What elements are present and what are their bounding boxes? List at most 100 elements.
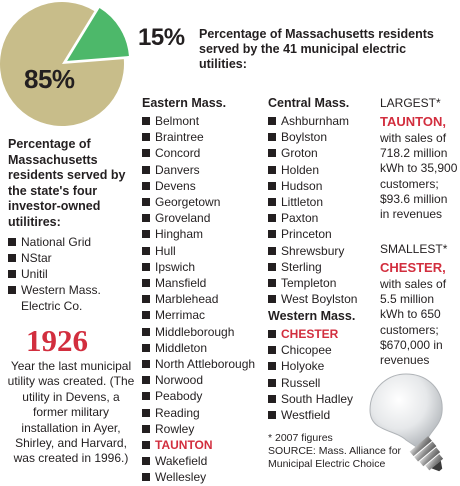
utility-name: Western Mass. Electric Co. (21, 283, 101, 313)
town-name: Georgetown (155, 195, 221, 210)
town-name: Groton (281, 146, 318, 161)
list-item: Middleton (142, 340, 255, 356)
list-item: Hull (142, 243, 255, 259)
central-heading: Central Mass. (268, 96, 350, 110)
town-name: Ipswich (155, 259, 196, 274)
list-item: Concord (142, 145, 255, 161)
town-name: Norwood (155, 373, 204, 388)
bullet-square-icon (142, 441, 150, 450)
list-item: North Attleborough (142, 356, 255, 372)
utility-name: NStar (21, 251, 52, 265)
town-name: Paxton (281, 211, 319, 226)
largest-city: TAUNTON, (380, 114, 446, 129)
town-name: Boylston (281, 130, 328, 145)
bullet-square-icon (142, 457, 150, 466)
town-name: Mansfield (155, 276, 207, 291)
bullet-square-icon (268, 330, 276, 338)
bullet-square-icon (268, 411, 276, 420)
town-name: Hudson (281, 178, 323, 193)
bullet-square-icon (268, 279, 276, 288)
bullet-square-icon (142, 149, 150, 158)
town-name: Belmont (155, 114, 200, 128)
bullet-square-icon (8, 286, 16, 294)
bullet-square-icon (142, 133, 150, 142)
list-item: National Grid (8, 234, 134, 250)
list-item: Holyoke (268, 358, 353, 374)
list-item: Western Mass. Electric Co. (8, 282, 134, 314)
town-name: Holyoke (281, 359, 325, 374)
town-name: North Attleborough (155, 357, 256, 372)
bullet-square-icon (268, 378, 276, 387)
list-item: Devens (142, 178, 255, 194)
footnote: * 2007 figures SOURCE: Mass. Alliance fo… (268, 432, 418, 471)
bullet-square-icon (142, 230, 150, 239)
bullet-square-icon (142, 327, 150, 336)
list-item: Unitil (8, 266, 134, 282)
bullet-square-icon (142, 473, 150, 482)
bullet-square-icon (8, 254, 16, 262)
pie-slice-municipal (67, 8, 129, 61)
list-item: Groveland (142, 210, 255, 226)
bullet-square-icon (268, 230, 276, 239)
list-item: Chicopee (268, 342, 353, 358)
town-name: CHESTER (281, 327, 339, 341)
bullet-square-icon (142, 360, 150, 369)
bullet-square-icon (142, 343, 150, 352)
list-item: Merrimac (142, 307, 255, 323)
list-item: Danvers (142, 162, 255, 178)
utility-name: Unitil (21, 267, 48, 281)
town-name: West Boylston (281, 292, 358, 307)
list-item: Mansfield (142, 275, 255, 291)
town-name: Reading (155, 405, 200, 420)
list-item: Wakefield (142, 453, 255, 469)
list-item: Templeton (268, 275, 357, 291)
town-name: South Hadley (281, 391, 354, 406)
list-item: Littleton (268, 194, 357, 210)
list-item: Reading (142, 405, 255, 421)
list-item: Belmont (142, 113, 255, 129)
town-name: Wakefield (155, 454, 208, 469)
footnote-source: SOURCE: Mass. Alliance for Municipal Ele… (268, 445, 402, 470)
bullet-square-icon (268, 133, 276, 142)
bullet-square-icon (268, 165, 276, 174)
list-item: Ipswich (142, 259, 255, 275)
town-name: Sterling (281, 259, 322, 274)
list-item: Ashburnham (268, 113, 357, 129)
town-name: Groveland (155, 211, 211, 226)
bullet-square-icon (142, 246, 150, 255)
bullet-square-icon (268, 246, 276, 255)
eastern-towns-list: Belmont Braintree Concord Danvers Devens Geor… (142, 113, 255, 486)
town-name: Littleton (281, 195, 324, 210)
town-name: Wellesley (155, 470, 207, 485)
investor-share-description: Percentage of Massachusetts residents se… (8, 137, 126, 229)
pie-slices (0, 1, 129, 126)
bullet-square-icon (142, 392, 150, 401)
list-item: Marblehead (142, 291, 255, 307)
town-name: Middleborough (155, 324, 235, 339)
town-name: Hingham (155, 227, 204, 242)
bullet-square-icon (142, 295, 150, 304)
bullet-square-icon (268, 262, 276, 271)
list-item: Braintree (142, 129, 255, 145)
bullet-square-icon (142, 311, 150, 320)
pie-slice-investor-owned (0, 1, 124, 126)
bullet-square-icon (268, 117, 276, 125)
list-item: NStar (8, 250, 134, 266)
investor-share-label: 85% (24, 64, 75, 94)
town-name: Braintree (155, 130, 204, 145)
list-item: Wellesley (142, 469, 255, 485)
town-name: TAUNTON (155, 438, 213, 453)
town-name: Middleton (155, 340, 208, 355)
bullet-square-icon (142, 198, 150, 207)
bullet-square-icon (142, 165, 150, 174)
bullet-square-icon (142, 279, 150, 288)
bullet-square-icon (268, 198, 276, 207)
town-name: Devens (155, 178, 196, 193)
founding-year: 1926 (26, 323, 88, 358)
bullet-square-icon (8, 270, 16, 278)
town-name: Rowley (155, 421, 195, 436)
town-name: Russell (281, 375, 321, 390)
list-item: Middleborough (142, 324, 255, 340)
town-name: Templeton (281, 276, 337, 291)
list-item: Peabody (142, 388, 255, 404)
